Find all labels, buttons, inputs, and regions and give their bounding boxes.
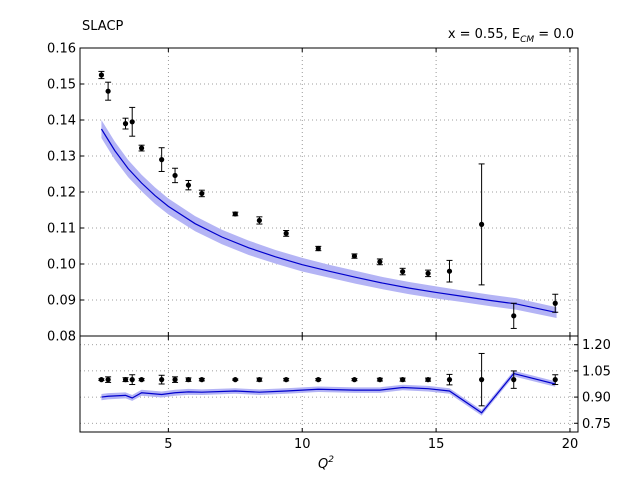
data-point [159, 377, 165, 383]
data-point [185, 377, 192, 383]
top-panel: 0.08 0.09 0.10 0.11 0.12 0.13 0.14 0.15 0.16 [47, 42, 579, 345]
data-point [256, 217, 262, 224]
data-point [351, 253, 358, 259]
y-tick-label: 0.90 [582, 391, 611, 406]
data-point [283, 377, 289, 383]
data-point [511, 313, 517, 319]
data-point [129, 119, 135, 125]
data-point [377, 259, 383, 265]
y-tick-label: 0.15 [47, 78, 76, 93]
data-point [172, 172, 178, 179]
data-point [446, 268, 453, 274]
kinematics-main: x = 0.55, E [448, 27, 520, 42]
data-point [199, 190, 205, 197]
data-point [105, 377, 111, 383]
x-axis-label-main: Q [318, 457, 328, 472]
y-tick-label: 0.13 [47, 150, 76, 165]
y-tick-label: 0.08 [47, 330, 76, 345]
data-point [425, 270, 431, 276]
data-point [122, 377, 129, 383]
data-point [232, 211, 238, 217]
data-point [185, 182, 192, 188]
data-point [479, 221, 485, 227]
data-point [552, 377, 558, 383]
data-point [138, 377, 145, 383]
data-point [511, 377, 517, 383]
data-point [400, 377, 406, 383]
data-point [315, 245, 321, 252]
x-tick-label: 15 [428, 437, 445, 452]
theory-line [100, 128, 557, 314]
data-point [425, 377, 431, 383]
data-point [552, 300, 558, 306]
data-point [256, 377, 262, 383]
data-point [446, 377, 453, 383]
theory-band [101, 120, 557, 318]
data-point [172, 377, 178, 383]
data-point [377, 377, 383, 383]
data-point [400, 268, 406, 275]
theory-line [101, 372, 556, 414]
data-point [232, 377, 238, 383]
kinematics-tail: = 0.0 [534, 27, 574, 42]
y-tick-label: 0.16 [47, 42, 76, 57]
x-axis-label: Q2 [318, 455, 334, 472]
experiment-label: SLACP [82, 19, 124, 34]
kinematics-label: x = 0.55, ECM = 0.0 [448, 27, 574, 45]
data-point [315, 377, 321, 383]
x-axis-label-sup: 2 [328, 455, 334, 465]
data-point [159, 157, 165, 163]
x-tick-label: 10 [294, 437, 311, 452]
y-tick-label: 1.05 [582, 364, 611, 379]
bottom-panel: 1.20 1.05 0.90 0.75 5 10 15 20 [79, 335, 611, 452]
kinematics-subscript: CM [520, 35, 534, 45]
data-point [98, 377, 105, 383]
y-tick-label: 0.11 [47, 222, 76, 237]
x-tick-label: 20 [562, 437, 579, 452]
data-point [129, 377, 135, 383]
data-point [283, 230, 289, 236]
data-point [122, 121, 129, 127]
data-point [479, 377, 485, 383]
x-tick-label: 5 [164, 437, 172, 452]
y-tick-label: 0.10 [47, 258, 76, 273]
y-tick-label: 0.75 [582, 417, 611, 432]
y-tick-label: 0.09 [47, 294, 76, 309]
data-point [98, 72, 105, 78]
theory-band [101, 370, 556, 416]
y-tick-label: 0.12 [47, 186, 76, 201]
data-point [105, 88, 111, 94]
data-point [199, 377, 205, 383]
y-tick-label: 1.20 [582, 338, 611, 353]
data-point [138, 145, 145, 151]
data-point [351, 377, 358, 383]
plot-frame [79, 335, 579, 433]
y-tick-label: 0.14 [47, 114, 76, 129]
